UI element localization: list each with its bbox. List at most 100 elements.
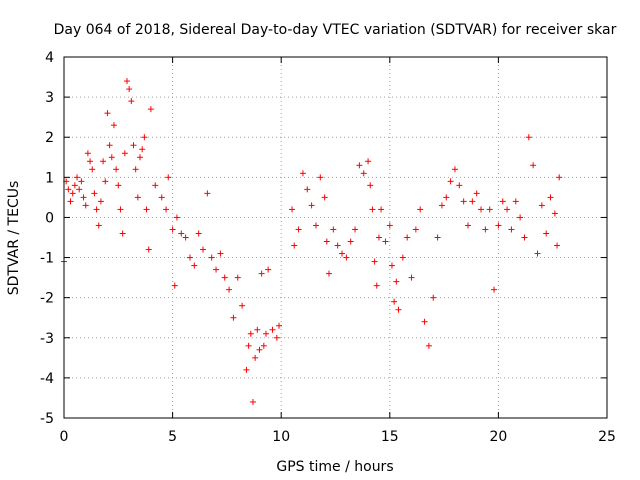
data-point [504,206,511,213]
data-point [121,150,128,157]
data-point [521,234,528,241]
data-point [226,286,233,293]
data-point [443,194,450,201]
x-axis-title: GPS time / hours [276,459,393,475]
data-point [276,322,283,329]
data-point [312,222,319,229]
data-point [486,206,493,213]
data-point [304,186,311,193]
data-point [547,194,554,201]
data-point [386,222,393,229]
data-point [556,174,563,181]
data-point [95,222,102,229]
data-point [393,278,400,285]
data-point [100,158,107,165]
data-point [323,238,330,245]
data-point [273,334,280,341]
data-point [534,250,541,257]
data-point [260,342,267,349]
data-point [110,122,117,129]
data-point [508,226,515,233]
data-point [147,106,154,113]
data-point [417,206,424,213]
data-point [134,194,141,201]
data-point [456,182,463,189]
x-tick-label: 10 [272,429,290,445]
data-point [412,226,419,233]
data-point [321,194,328,201]
y-tick-label: 0 [45,210,54,226]
data-point [269,326,276,333]
data-point [538,202,545,209]
data-point [234,274,241,281]
data-point [97,198,104,205]
data-point [128,98,135,105]
data-point [221,274,228,281]
data-point [89,166,96,173]
data-point [80,194,87,201]
data-point [117,206,124,213]
grid [64,57,607,418]
data-point [204,190,211,197]
data-point [165,174,172,181]
data-point [208,254,215,261]
data-point [334,242,341,249]
data-point [369,206,376,213]
data-point [113,166,120,173]
y-tick-label: -4 [40,371,54,387]
data-point [499,198,506,205]
x-tick-label: 15 [381,429,399,445]
data-point [491,286,498,293]
data-point [295,226,302,233]
data-point [126,86,133,93]
data-point [262,330,269,337]
data-point [551,210,558,217]
chart-title: Day 064 of 2018, Sidereal Day-to-day VTE… [54,22,617,38]
data-point [108,154,115,161]
data-point [115,182,122,189]
y-tick-label: -2 [40,291,54,307]
data-point [104,110,111,117]
data-point [308,202,315,209]
data-point [230,314,237,321]
data-point [139,146,146,153]
data-point [469,198,476,205]
y-tick-label: -5 [40,411,54,427]
data-point [365,158,372,165]
data-point [152,182,159,189]
data-point [325,270,332,277]
data-point [243,366,250,373]
data-point [173,214,180,221]
data-point [87,158,94,165]
data-point [495,222,502,229]
data-point [93,206,100,213]
data-point [434,234,441,241]
data-point [289,206,296,213]
data-point [543,230,550,237]
data-point [217,250,224,257]
data-point [371,258,378,265]
y-axis-title: SDTVAR / TECUs [6,181,22,296]
data-point [143,206,150,213]
data-point [245,342,252,349]
data-point [163,206,170,213]
data-point [451,166,458,173]
data-point [200,246,207,253]
data-point [254,326,261,333]
data-point [473,190,480,197]
data-point [186,254,193,261]
data-point [158,194,165,201]
data-point [554,242,561,249]
data-point [132,166,139,173]
data-point [360,170,367,177]
axis-ticks [63,56,608,419]
data-point [391,298,398,305]
data-point [84,150,91,157]
data-point [464,222,471,229]
data-point [408,274,415,281]
data-point [247,330,254,337]
data-point [145,246,152,253]
x-tick-labels: 0 5 10 15 20 25 [60,429,616,445]
data-point [76,186,83,193]
